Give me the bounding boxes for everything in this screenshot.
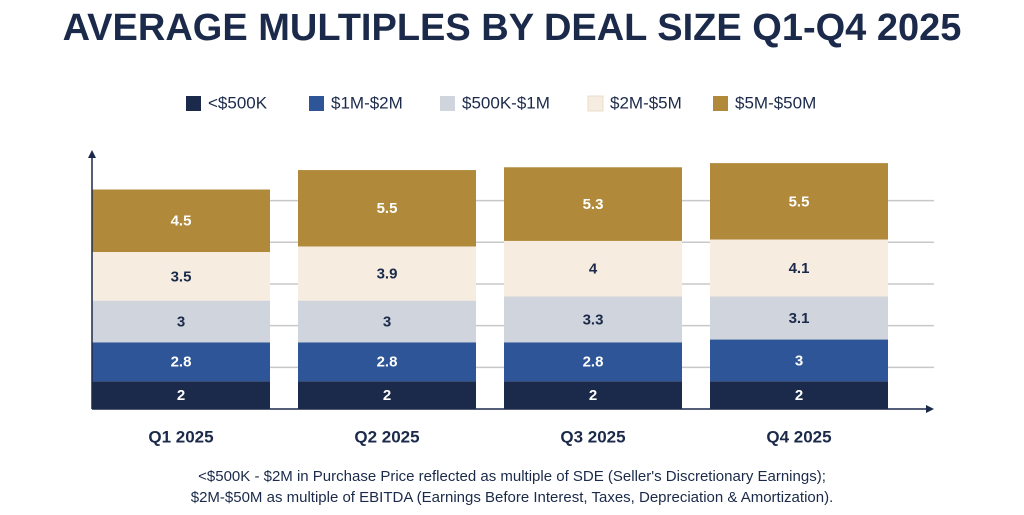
- data-label: 2: [177, 387, 185, 404]
- bar-segment: [710, 296, 888, 340]
- legend-label: $5M-$50M: [735, 93, 816, 112]
- data-label: 4.1: [789, 260, 810, 277]
- y-axis-arrow: [88, 150, 96, 158]
- data-label: 3.3: [583, 311, 604, 328]
- bar-segment: [92, 189, 270, 253]
- legend-swatch: [713, 96, 728, 111]
- data-label: 2.8: [583, 354, 604, 371]
- x-tick-label: Q3 2025: [560, 427, 625, 446]
- data-label: 2: [795, 387, 803, 404]
- data-label: 2.8: [377, 354, 398, 371]
- data-label: 3.1: [789, 310, 810, 327]
- data-label: 2: [589, 387, 597, 404]
- data-label: 4.5: [171, 213, 192, 230]
- data-label: 3: [383, 313, 391, 330]
- legend-swatch: [186, 96, 201, 111]
- bar-segment: [710, 339, 888, 382]
- bar-segment: [298, 342, 476, 382]
- bar-segment: [710, 381, 888, 409]
- bar-segment: [504, 167, 682, 241]
- bar-segment: [92, 381, 270, 409]
- bar-segment: [92, 342, 270, 382]
- data-label: 5.3: [583, 196, 604, 213]
- data-label: 3.9: [377, 266, 398, 283]
- data-label: 2.8: [171, 354, 192, 371]
- data-label: 3: [795, 352, 803, 369]
- data-label: 2: [383, 387, 391, 404]
- data-label: 5.5: [789, 193, 810, 210]
- note: <$500K - $2M in Purchase Price reflected…: [198, 468, 826, 485]
- bar-segment: [504, 296, 682, 343]
- bar-segment: [504, 381, 682, 409]
- note: $2M-$50M as multiple of EBITDA (Earnings…: [191, 489, 834, 506]
- chart-title: AVERAGE MULTIPLES BY DEAL SIZE Q1-Q4 202…: [63, 7, 962, 49]
- x-tick-label: Q2 2025: [354, 427, 419, 446]
- data-label: 3: [177, 313, 185, 330]
- x-tick-label: Q4 2025: [766, 427, 831, 446]
- legend-label: $500K-$1M: [462, 93, 550, 112]
- bar-segment: [92, 252, 270, 301]
- x-axis-arrow: [926, 405, 934, 413]
- bar-segment: [710, 163, 888, 240]
- data-label: 5.5: [377, 200, 398, 217]
- legend-label: $2M-$5M: [610, 93, 682, 112]
- bar-segment: [92, 300, 270, 343]
- legend-swatch: [309, 96, 324, 111]
- bar-segment: [710, 239, 888, 297]
- bar-segment: [504, 342, 682, 382]
- legend-swatch: [440, 96, 455, 111]
- bar-segment: [504, 240, 682, 297]
- data-label: 3.5: [171, 268, 192, 285]
- legend-label: <$500K: [208, 93, 268, 112]
- bar-segment: [298, 170, 476, 247]
- x-tick-label: Q1 2025: [148, 427, 213, 446]
- data-label: 4: [589, 261, 598, 278]
- legend-swatch: [587, 95, 604, 112]
- bar-segment: [298, 300, 476, 343]
- bar-segment: [298, 246, 476, 301]
- bar-segment: [298, 381, 476, 409]
- legend-label: $1M-$2M: [331, 93, 403, 112]
